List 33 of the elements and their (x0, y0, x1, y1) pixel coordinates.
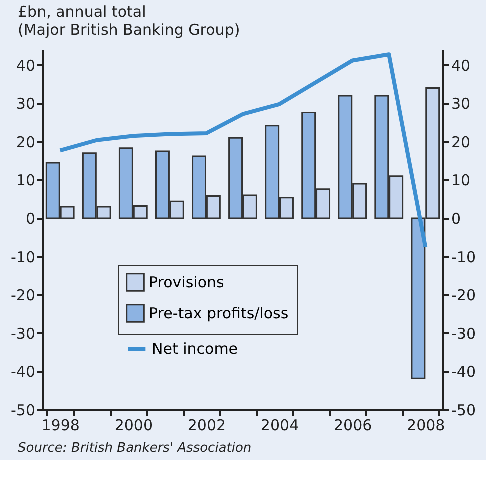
x-tick-label: 1998 (42, 416, 80, 434)
y2-tick-label: -40 (452, 363, 476, 382)
y2-tick-label: -10 (452, 248, 476, 266)
y-tick-label: -40 (11, 363, 36, 382)
y2-tick-label: 40 (452, 56, 471, 75)
line-series (58, 52, 428, 250)
x-tick-label: 2006 (334, 416, 372, 434)
x-tick-label: 2008 (407, 416, 446, 434)
legend-label: Pre-tax profits/loss (149, 304, 289, 322)
y2-tick-label: 10 (452, 172, 471, 190)
y2-tick-label: 20 (452, 133, 471, 152)
y-tick-label: 40 (16, 56, 36, 75)
y2-tick-label: 0 (452, 210, 462, 228)
legend-label: Net income (152, 340, 238, 358)
x-tick-label: 2000 (114, 416, 154, 434)
y-tick-label: -10 (11, 248, 36, 266)
y-tick-label: 10 (16, 172, 36, 190)
chart-title: £bn, annual total (18, 3, 146, 21)
chart-subtitle: (Major British Banking Group) (18, 21, 240, 39)
x-tick-label: 2004 (260, 416, 300, 434)
y2-tick-label: 30 (452, 95, 471, 114)
y-tick-label: -30 (11, 324, 36, 343)
y2-tick-label: -20 (452, 286, 476, 305)
y-tick-label: 0 (26, 210, 36, 228)
x-tick-label: 2002 (188, 416, 226, 434)
y-tick-label: 30 (16, 95, 36, 114)
y2-tick-label: -30 (452, 324, 476, 343)
y-tick-label: -20 (11, 286, 36, 305)
y2-tick-label: -50 (452, 402, 476, 420)
y-tick-label: 20 (16, 133, 36, 152)
y-tick-label: -50 (11, 402, 36, 420)
legend-label: Provisions (149, 274, 225, 292)
source-note: Source: British Bankers' Association (18, 441, 252, 456)
